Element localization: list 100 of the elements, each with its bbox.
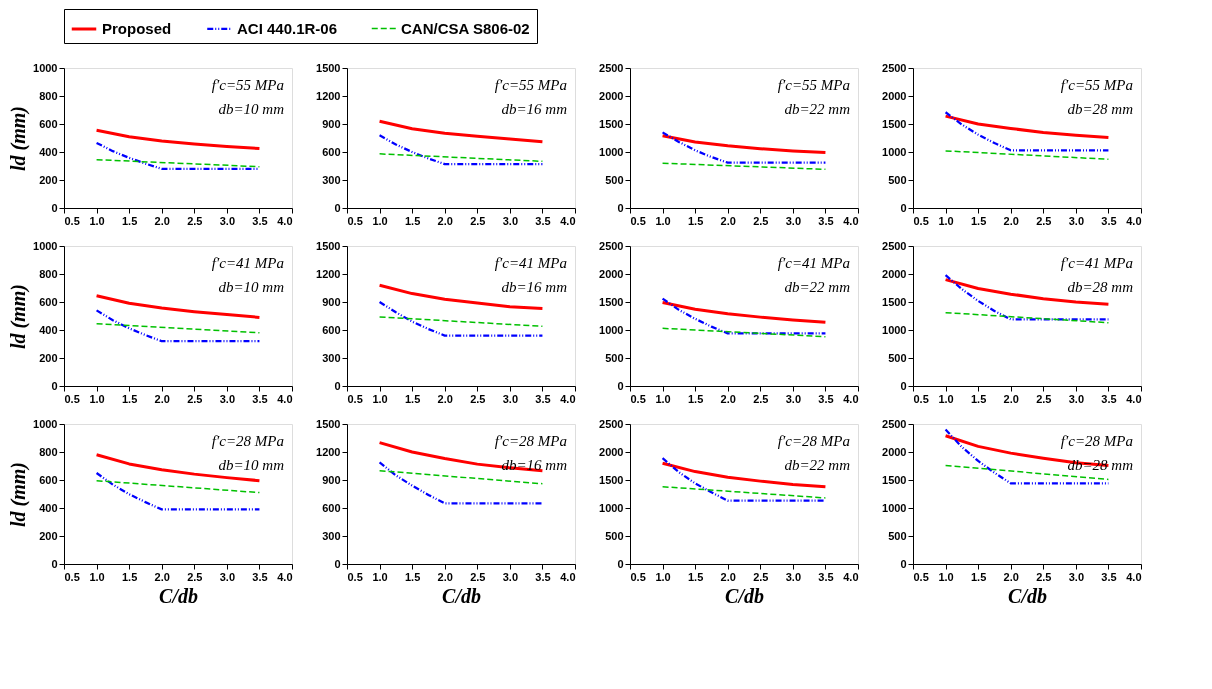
y-tick-label: 1500 — [316, 61, 341, 74]
x-tick-label: 1.5 — [687, 570, 704, 583]
y-axis-title: ld (mm) — [7, 284, 31, 349]
line-series — [95, 453, 261, 483]
y-tick-label: 2000 — [599, 89, 624, 102]
y-tick-label: 1500 — [599, 473, 624, 486]
x-tick-label: 3.5 — [818, 392, 834, 405]
y-tick-label: 400 — [39, 323, 58, 336]
x-tick-label: 2.5 — [1036, 214, 1052, 227]
line-series — [661, 457, 827, 502]
x-tick-label: 3.0 — [1068, 392, 1085, 405]
x-tick-label: 1.5 — [404, 570, 421, 583]
y-tick-label: 1500 — [316, 239, 341, 252]
x-tick-label: 2.0 — [437, 570, 453, 583]
x-tick-label: 0.5 — [630, 392, 646, 405]
y-tick-label: 200 — [39, 173, 58, 186]
line-series — [661, 301, 827, 324]
line-series — [378, 119, 544, 144]
line-series — [661, 131, 827, 164]
annotation: db=10 mm — [218, 101, 285, 117]
x-tick-label: 0.5 — [64, 392, 80, 405]
x-tick-label: 3.5 — [1101, 214, 1117, 227]
y-tick-label: 1500 — [882, 295, 907, 308]
y-tick-label: 600 — [322, 145, 341, 158]
y-tick-label: 0 — [617, 379, 624, 392]
y-tick-label: 2500 — [882, 417, 907, 430]
y-tick-label: 2500 — [599, 239, 624, 252]
y-tick-label: 300 — [322, 173, 341, 186]
x-tick-label: 4.0 — [560, 392, 576, 405]
x-tick-label: 2.5 — [753, 392, 769, 405]
x-tick-label: 4.0 — [1126, 570, 1142, 583]
annotation: db=10 mm — [218, 457, 285, 473]
y-tick-label: 500 — [888, 173, 907, 186]
annotation: db=22 mm — [784, 279, 851, 295]
annotation: db=10 mm — [218, 279, 285, 295]
y-tick-label: 1000 — [599, 323, 624, 336]
legend-label: CAN/CSA S806-02 — [401, 19, 530, 37]
x-tick-label: 2.0 — [720, 570, 736, 583]
y-tick-label: 1000 — [599, 145, 624, 158]
y-tick-label: 0 — [617, 557, 624, 570]
x-tick-label: 0.5 — [630, 570, 646, 583]
y-axis-title: ld (mm) — [7, 462, 31, 527]
x-tick-label: 4.0 — [843, 570, 859, 583]
y-tick-label: 500 — [605, 529, 624, 542]
x-tick-label: 0.5 — [347, 570, 363, 583]
x-tick-label: 2.0 — [720, 214, 736, 227]
x-tick-label: 2.0 — [437, 214, 453, 227]
x-tick-label: 3.5 — [252, 392, 268, 405]
x-tick-label: 2.5 — [1036, 392, 1052, 405]
y-tick-label: 1500 — [599, 295, 624, 308]
y-tick-label: 600 — [39, 473, 58, 486]
y-tick-label: 900 — [322, 295, 341, 308]
line-series — [378, 283, 544, 311]
x-tick-label: 3.0 — [502, 392, 519, 405]
x-tick-label: 0.5 — [64, 570, 80, 583]
x-tick-label: 1.5 — [121, 392, 138, 405]
x-tick-label: 1.5 — [970, 214, 987, 227]
y-tick-label: 1500 — [599, 117, 624, 130]
y-tick-label: 0 — [900, 379, 907, 392]
y-tick-label: 500 — [605, 351, 624, 364]
x-tick-label: 3.5 — [818, 214, 834, 227]
y-tick-label: 600 — [39, 117, 58, 130]
x-tick-label: 3.0 — [1068, 570, 1085, 583]
line-series — [95, 294, 261, 319]
x-tick-label: 2.5 — [187, 214, 203, 227]
y-tick-label: 300 — [322, 529, 341, 542]
x-tick-label: 1.5 — [404, 392, 421, 405]
y-tick-label: 800 — [39, 445, 58, 458]
line-series — [378, 300, 544, 337]
annotation: f′c=55 MPa — [777, 77, 850, 93]
x-tick-label: 2.0 — [720, 392, 736, 405]
x-tick-label: 2.5 — [1036, 570, 1052, 583]
annotation: db=22 mm — [784, 457, 851, 473]
y-tick-label: 500 — [888, 529, 907, 542]
x-tick-label: 0.5 — [913, 570, 929, 583]
line-series — [944, 278, 1110, 306]
x-tick-label: 1.0 — [89, 214, 105, 227]
x-tick-label: 0.5 — [913, 214, 929, 227]
y-tick-label: 0 — [51, 201, 58, 214]
x-tick-label: 0.5 — [913, 392, 929, 405]
x-tick-label: 4.0 — [277, 570, 293, 583]
x-tick-label: 0.5 — [347, 392, 363, 405]
x-tick-label: 1.5 — [687, 392, 704, 405]
x-tick-label: 3.5 — [252, 570, 268, 583]
x-tick-label: 3.5 — [818, 570, 834, 583]
y-tick-label: 2500 — [599, 417, 624, 430]
annotation: f′c=55 MPa — [211, 77, 284, 93]
x-tick-label: 3.0 — [502, 214, 519, 227]
y-tick-label: 0 — [900, 557, 907, 570]
annotation: f′c=41 MPa — [777, 255, 850, 271]
y-tick-label: 0 — [617, 201, 624, 214]
annotation: f′c=28 MPa — [494, 433, 567, 449]
x-tick-label: 1.5 — [687, 214, 704, 227]
x-tick-label: 1.0 — [938, 570, 954, 583]
annotation: f′c=28 MPa — [211, 433, 284, 449]
x-tick-label: 3.0 — [1068, 214, 1085, 227]
y-tick-label: 600 — [322, 501, 341, 514]
x-tick-label: 3.0 — [502, 570, 519, 583]
x-tick-label: 3.0 — [219, 214, 236, 227]
x-tick-label: 2.0 — [154, 392, 170, 405]
